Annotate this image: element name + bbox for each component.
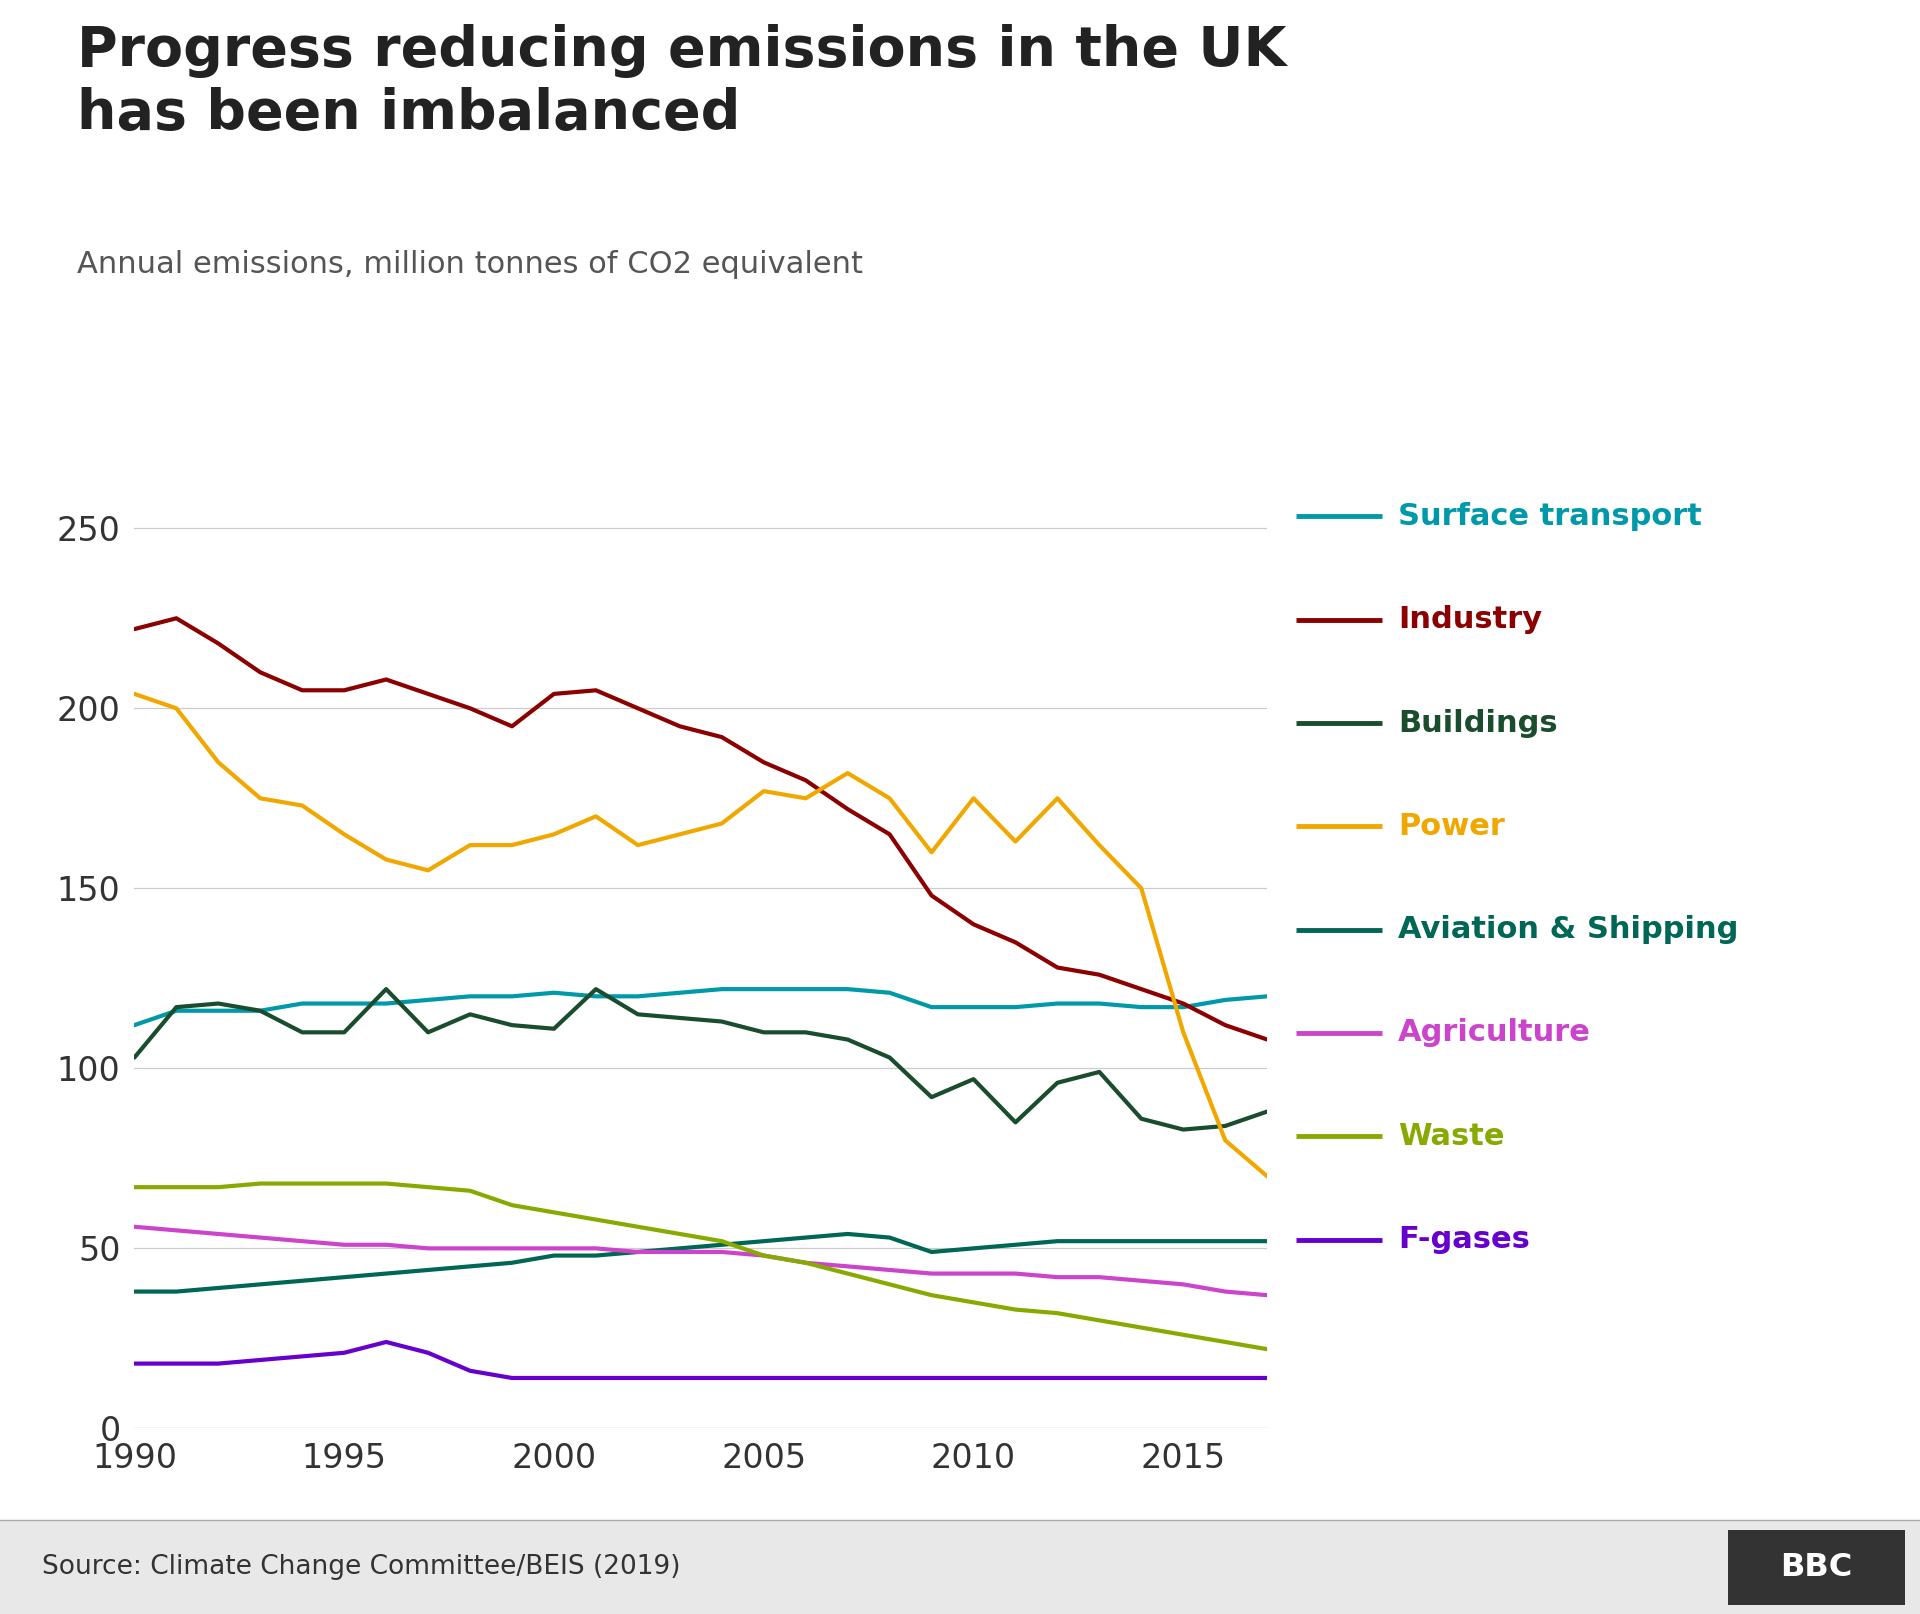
Text: BBC: BBC [1780, 1551, 1853, 1583]
Bar [1728, 1530, 1905, 1604]
Text: Surface transport: Surface transport [1398, 502, 1701, 531]
Text: F-gases: F-gases [1398, 1225, 1530, 1254]
Text: Annual emissions, million tonnes of CO2 equivalent: Annual emissions, million tonnes of CO2 … [77, 250, 862, 279]
Text: Industry: Industry [1398, 605, 1542, 634]
Text: Waste: Waste [1398, 1122, 1503, 1151]
Text: Power: Power [1398, 812, 1505, 841]
Text: Aviation & Shipping: Aviation & Shipping [1398, 915, 1738, 944]
Text: Source: Climate Change Committee/BEIS (2019): Source: Climate Change Committee/BEIS (2… [42, 1554, 682, 1580]
Text: Agriculture: Agriculture [1398, 1018, 1590, 1047]
Text: Progress reducing emissions in the UK
has been imbalanced: Progress reducing emissions in the UK ha… [77, 24, 1286, 140]
Text: Buildings: Buildings [1398, 709, 1557, 738]
